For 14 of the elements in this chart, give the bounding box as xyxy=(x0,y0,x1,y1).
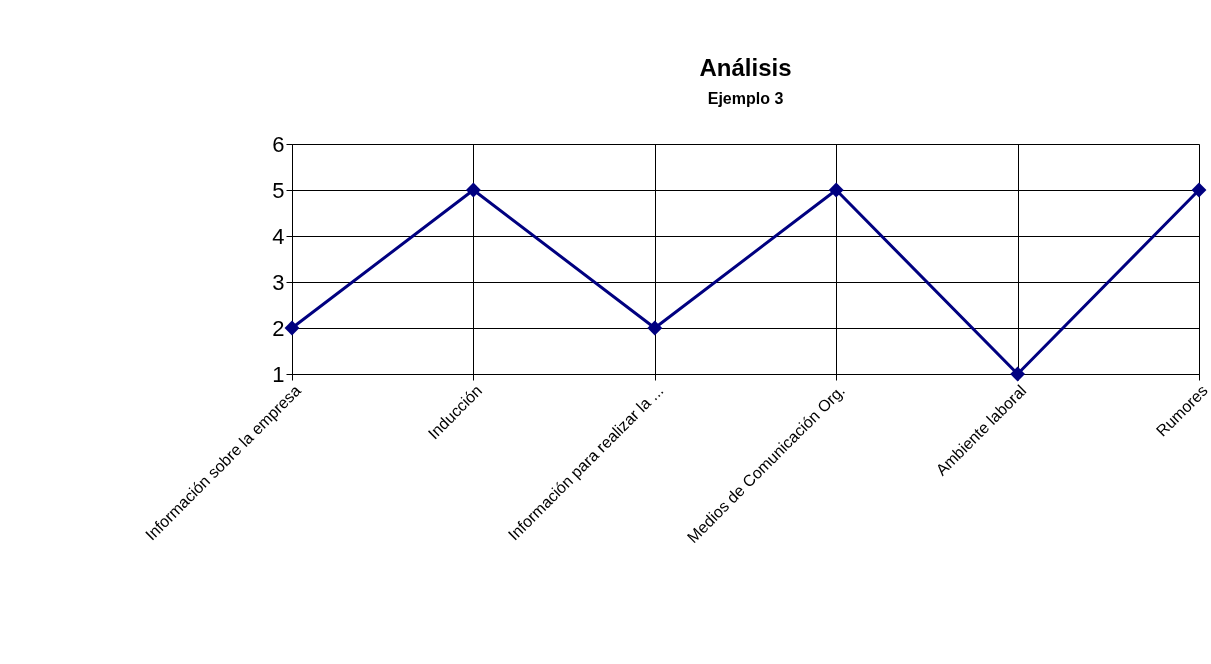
point xyxy=(465,182,481,198)
point xyxy=(1191,182,1207,198)
point xyxy=(647,320,663,336)
y-tick-label: 1 xyxy=(272,361,285,387)
chart-subtitle: Ejemplo 3 xyxy=(707,90,784,107)
point xyxy=(828,182,844,198)
y-tick-label: 5 xyxy=(272,177,285,203)
chart-title: Análisis xyxy=(699,54,792,81)
y-tick-label: 4 xyxy=(272,223,285,249)
y-tick-label: 2 xyxy=(272,315,285,341)
y-tick-label: 3 xyxy=(272,269,285,295)
point xyxy=(1010,366,1026,382)
point xyxy=(284,320,300,336)
y-tick-label: 6 xyxy=(272,131,285,157)
